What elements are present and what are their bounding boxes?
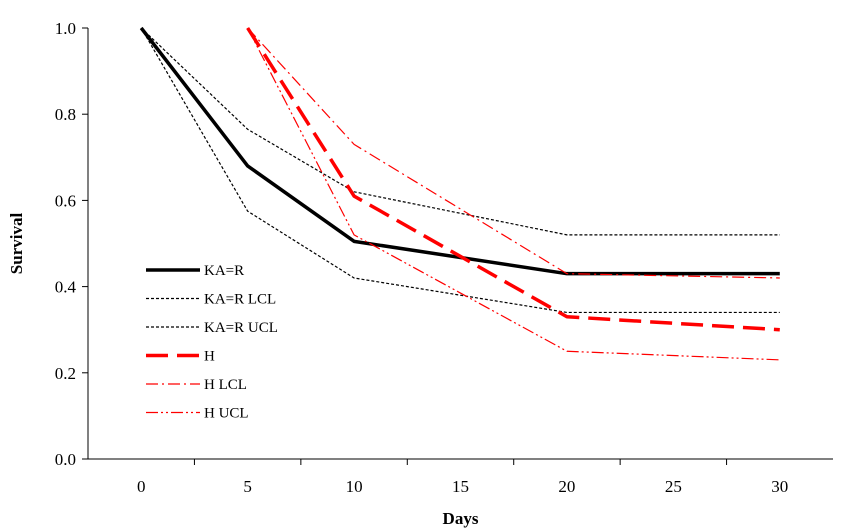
series-line-ka-r-ucl [140,27,780,314]
series-line-h-ucl [247,27,780,361]
axes [87,28,833,460]
y-tick-label: 1.0 [55,19,76,38]
legend-label: H UCL [204,406,249,422]
series-line-ka-r-lcl [140,27,780,236]
x-tick-label: 5 [243,477,252,496]
y-axis-title: Survival [7,213,26,275]
legend-label: KA=R UCL [204,320,278,336]
y-ticks: 0.0 0.2 0.4 0.6 0.8 1.0 [55,19,88,469]
x-tick-label: 30 [771,477,788,496]
y-tick-label: 0.8 [55,105,76,124]
x-tick-label: 20 [558,477,575,496]
x-axis-title: Days [443,509,479,528]
x-tick-label: 25 [665,477,682,496]
legend-label: KA=R [204,263,244,279]
series-line-h-lcl [247,27,780,279]
legend-label: H LCL [204,377,247,393]
y-tick-label: 0.4 [55,278,77,297]
legend: KA=R KA=R LCL KA=R UCL H H LCL H UCL [146,263,278,422]
series-line-h [246,27,780,332]
legend-label: H [204,349,215,365]
y-tick-label: 0.6 [55,191,76,210]
x-tick-label: 0 [137,477,146,496]
y-tick-label: 0.2 [55,364,76,383]
x-ticks: 0 5 10 15 20 25 30 [137,459,788,496]
series-layer [139,26,780,361]
x-tick-label: 15 [452,477,469,496]
y-tick-label: 0.0 [55,450,76,469]
legend-label: KA=R LCL [204,292,276,308]
x-tick-label: 10 [346,477,363,496]
series-line-ka-r [139,26,780,276]
